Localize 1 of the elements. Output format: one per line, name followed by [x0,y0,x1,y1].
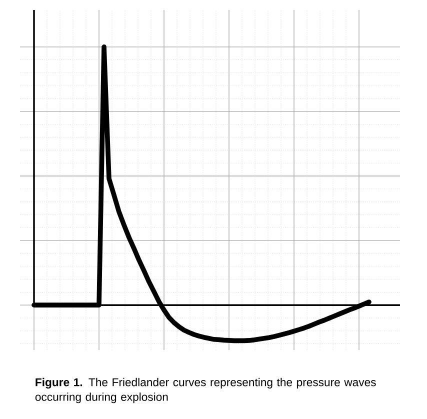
text: Figure 1. The Friedlander curves representing the pressure waves occurring during explosion [35,378,376,404]
